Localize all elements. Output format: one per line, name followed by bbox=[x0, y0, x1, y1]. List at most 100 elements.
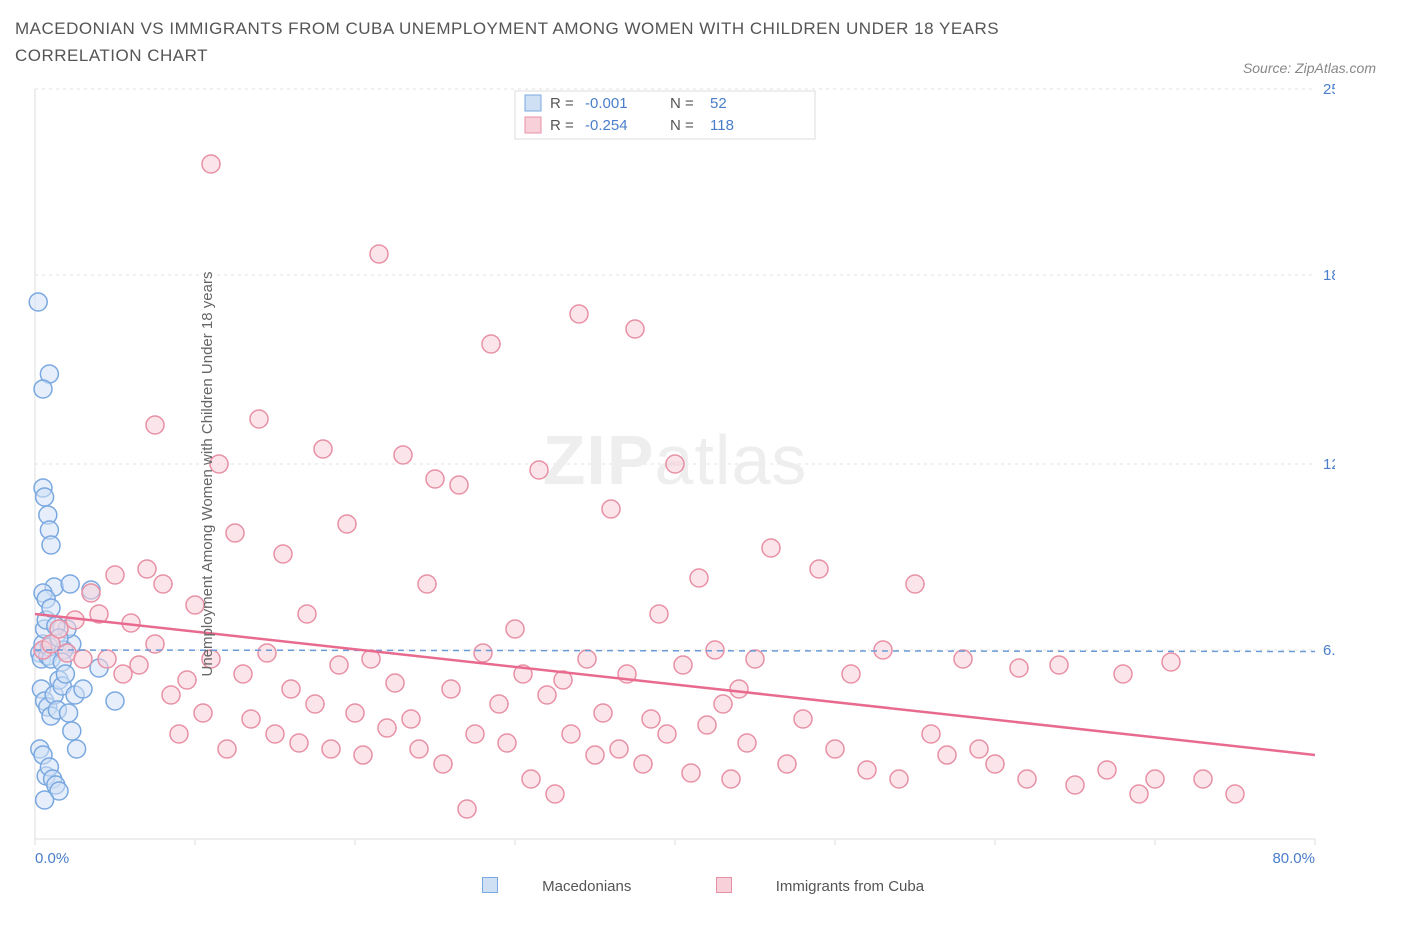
data-point bbox=[194, 704, 212, 722]
data-point bbox=[682, 764, 700, 782]
data-point bbox=[1010, 659, 1028, 677]
data-point bbox=[60, 704, 78, 722]
data-point bbox=[450, 476, 468, 494]
data-point bbox=[386, 674, 404, 692]
data-point bbox=[82, 584, 100, 602]
data-point bbox=[1226, 785, 1244, 803]
n-label: N = bbox=[670, 95, 694, 112]
legend-label: Macedonians bbox=[542, 878, 631, 895]
data-point bbox=[1050, 656, 1068, 674]
data-point bbox=[218, 740, 236, 758]
data-point bbox=[1066, 776, 1084, 794]
data-point bbox=[538, 686, 556, 704]
bottom-legend: Macedonians Immigrants from Cuba bbox=[15, 877, 1391, 895]
data-point bbox=[56, 665, 74, 683]
data-point bbox=[74, 680, 92, 698]
data-point bbox=[426, 470, 444, 488]
chart-container: Unemployment Among Women with Children U… bbox=[15, 79, 1391, 869]
n-label: N = bbox=[670, 117, 694, 134]
data-point bbox=[466, 725, 484, 743]
data-point bbox=[346, 704, 364, 722]
data-point bbox=[42, 536, 60, 554]
data-point bbox=[98, 650, 116, 668]
data-point bbox=[1162, 653, 1180, 671]
data-point bbox=[298, 605, 316, 623]
data-point bbox=[114, 665, 132, 683]
y-tick-label: 25.0% bbox=[1323, 81, 1335, 98]
data-point bbox=[570, 305, 588, 323]
chart-title: MACEDONIAN VS IMMIGRANTS FROM CUBA UNEMP… bbox=[15, 15, 1115, 69]
data-point bbox=[36, 791, 54, 809]
swatch-icon bbox=[716, 877, 732, 893]
y-tick-label: 18.8% bbox=[1323, 267, 1335, 284]
data-point bbox=[602, 500, 620, 518]
data-point bbox=[698, 716, 716, 734]
data-point bbox=[68, 740, 86, 758]
data-point bbox=[306, 695, 324, 713]
legend-label: Immigrants from Cuba bbox=[776, 878, 924, 895]
legend-item-macedonians: Macedonians bbox=[462, 878, 656, 895]
source-credit: Source: ZipAtlas.com bbox=[1243, 60, 1376, 76]
data-point bbox=[778, 755, 796, 773]
y-axis-label: Unemployment Among Women with Children U… bbox=[199, 272, 216, 677]
data-point bbox=[1098, 761, 1116, 779]
data-point bbox=[74, 650, 92, 668]
data-point bbox=[610, 740, 628, 758]
data-point bbox=[890, 770, 908, 788]
swatch-icon bbox=[525, 95, 541, 111]
data-point bbox=[418, 575, 436, 593]
data-point bbox=[794, 710, 812, 728]
data-point bbox=[434, 755, 452, 773]
data-point bbox=[490, 695, 508, 713]
data-point bbox=[650, 605, 668, 623]
data-point bbox=[442, 680, 460, 698]
data-point bbox=[130, 656, 148, 674]
data-point bbox=[410, 740, 428, 758]
data-point bbox=[634, 755, 652, 773]
data-point bbox=[146, 416, 164, 434]
data-point bbox=[266, 725, 284, 743]
data-point bbox=[178, 671, 196, 689]
data-point bbox=[36, 488, 54, 506]
data-point bbox=[642, 710, 660, 728]
x-tick-label: 80.0% bbox=[1272, 850, 1315, 867]
data-point bbox=[63, 722, 81, 740]
y-tick-label: 6.3% bbox=[1323, 642, 1335, 659]
x-tick-label: 0.0% bbox=[35, 850, 69, 867]
data-point bbox=[162, 686, 180, 704]
r-value: -0.254 bbox=[585, 117, 628, 134]
data-point bbox=[34, 380, 52, 398]
data-point bbox=[170, 725, 188, 743]
data-point bbox=[29, 293, 47, 311]
data-point bbox=[154, 575, 172, 593]
data-point bbox=[394, 446, 412, 464]
data-point bbox=[1146, 770, 1164, 788]
data-point bbox=[138, 560, 156, 578]
data-point bbox=[482, 335, 500, 353]
data-point bbox=[666, 455, 684, 473]
data-point bbox=[922, 725, 940, 743]
data-point bbox=[370, 245, 388, 263]
data-point bbox=[586, 746, 604, 764]
data-point bbox=[61, 575, 79, 593]
data-point bbox=[402, 710, 420, 728]
r-value: -0.001 bbox=[585, 95, 628, 112]
data-point bbox=[106, 566, 124, 584]
data-point bbox=[658, 725, 676, 743]
r-label: R = bbox=[550, 95, 574, 112]
data-point bbox=[322, 740, 340, 758]
data-point bbox=[706, 641, 724, 659]
data-point bbox=[826, 740, 844, 758]
data-point bbox=[282, 680, 300, 698]
data-point bbox=[970, 740, 988, 758]
data-point bbox=[762, 539, 780, 557]
data-point bbox=[714, 695, 732, 713]
data-point bbox=[546, 785, 564, 803]
data-point bbox=[234, 665, 252, 683]
data-point bbox=[498, 734, 516, 752]
data-point bbox=[1018, 770, 1036, 788]
n-value: 118 bbox=[710, 117, 734, 134]
data-point bbox=[202, 155, 220, 173]
data-point bbox=[626, 320, 644, 338]
data-point bbox=[690, 569, 708, 587]
